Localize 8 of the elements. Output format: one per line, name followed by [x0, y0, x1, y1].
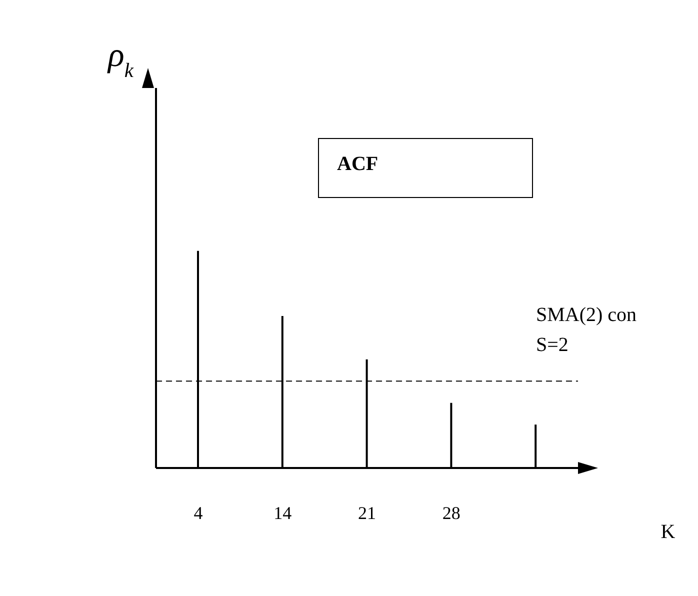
annotation: SMA(2) con S=2: [536, 303, 638, 358]
x-tick-label: 21: [358, 502, 376, 523]
text: ρ$_{k}$: [107, 37, 134, 82]
text: ACF: [318, 138, 533, 198]
x-tick-label: 28: [442, 502, 460, 523]
x-tick-label: 4: [194, 502, 203, 523]
x-axis-title: K: [660, 521, 676, 543]
x-tick-label: 14: [274, 502, 292, 523]
